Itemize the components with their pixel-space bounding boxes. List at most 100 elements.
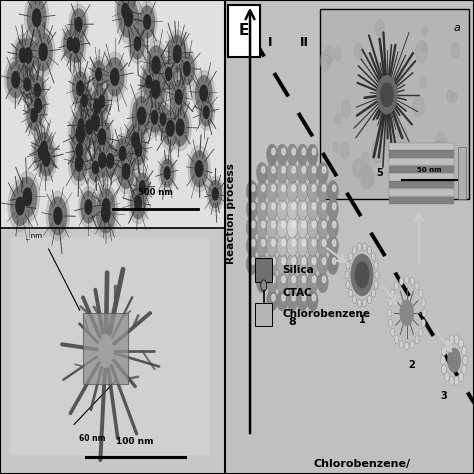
Circle shape: [136, 173, 149, 201]
Circle shape: [322, 258, 326, 264]
Circle shape: [322, 185, 326, 191]
Circle shape: [71, 146, 87, 181]
Circle shape: [20, 70, 34, 99]
Circle shape: [71, 9, 86, 40]
Circle shape: [200, 85, 208, 101]
Circle shape: [442, 365, 447, 374]
Circle shape: [135, 196, 142, 210]
Circle shape: [143, 64, 168, 115]
Circle shape: [78, 119, 84, 131]
Bar: [319, 9, 469, 199]
Circle shape: [65, 24, 86, 67]
Circle shape: [188, 146, 210, 192]
Circle shape: [287, 236, 298, 256]
Circle shape: [122, 3, 129, 18]
Circle shape: [101, 204, 110, 222]
Circle shape: [30, 90, 46, 121]
Circle shape: [322, 221, 326, 228]
Bar: [389, 181, 454, 189]
Circle shape: [399, 277, 403, 285]
Circle shape: [133, 97, 151, 135]
Circle shape: [110, 68, 119, 85]
Circle shape: [18, 177, 36, 217]
Circle shape: [282, 294, 285, 301]
Circle shape: [119, 146, 126, 160]
Circle shape: [449, 335, 454, 344]
Circle shape: [297, 199, 308, 220]
Circle shape: [459, 339, 464, 348]
Circle shape: [16, 197, 24, 215]
Circle shape: [312, 221, 316, 228]
Circle shape: [277, 217, 288, 238]
Circle shape: [256, 254, 267, 274]
Circle shape: [85, 200, 92, 214]
Circle shape: [328, 217, 338, 238]
Circle shape: [312, 185, 316, 191]
Circle shape: [422, 26, 428, 36]
Circle shape: [256, 199, 267, 220]
Circle shape: [371, 253, 375, 261]
Circle shape: [159, 155, 175, 191]
Circle shape: [371, 289, 375, 297]
Circle shape: [169, 38, 185, 72]
Circle shape: [135, 143, 142, 156]
Circle shape: [262, 185, 265, 191]
Circle shape: [203, 106, 209, 118]
Circle shape: [266, 217, 278, 238]
Circle shape: [130, 28, 145, 59]
Text: CTAC: CTAC: [283, 288, 312, 298]
Circle shape: [272, 203, 275, 210]
Circle shape: [302, 258, 306, 264]
Circle shape: [73, 72, 88, 104]
Circle shape: [73, 107, 90, 143]
Circle shape: [93, 84, 110, 119]
Circle shape: [277, 144, 288, 165]
Circle shape: [277, 272, 288, 292]
Circle shape: [363, 243, 367, 251]
Circle shape: [317, 272, 328, 292]
Circle shape: [36, 136, 57, 181]
Circle shape: [134, 169, 151, 205]
Circle shape: [312, 203, 316, 210]
Text: Chlorobenzene/: Chlorobenzene/: [313, 459, 410, 469]
Circle shape: [262, 258, 265, 264]
Circle shape: [282, 185, 285, 191]
Circle shape: [297, 290, 308, 311]
Circle shape: [68, 141, 90, 186]
Bar: [255, 303, 273, 326]
Circle shape: [70, 130, 89, 170]
Circle shape: [340, 143, 349, 159]
Circle shape: [419, 328, 423, 337]
Circle shape: [34, 83, 40, 97]
Circle shape: [130, 91, 154, 141]
Circle shape: [445, 372, 449, 382]
Circle shape: [15, 172, 39, 222]
Circle shape: [92, 139, 112, 182]
Circle shape: [207, 176, 224, 211]
Circle shape: [448, 348, 460, 372]
Circle shape: [287, 254, 298, 274]
Circle shape: [128, 24, 147, 64]
Circle shape: [435, 140, 445, 158]
Circle shape: [335, 47, 341, 60]
Circle shape: [7, 62, 24, 98]
Circle shape: [292, 203, 295, 210]
Circle shape: [317, 181, 328, 201]
Text: 60 nm: 60 nm: [79, 434, 105, 443]
Circle shape: [272, 166, 275, 173]
Circle shape: [399, 340, 403, 348]
Circle shape: [335, 113, 341, 124]
Circle shape: [19, 48, 27, 63]
Circle shape: [302, 294, 306, 301]
Circle shape: [81, 191, 96, 223]
Circle shape: [371, 94, 383, 117]
Circle shape: [282, 239, 285, 246]
Circle shape: [157, 106, 169, 133]
Circle shape: [287, 272, 298, 292]
Circle shape: [115, 138, 130, 168]
Circle shape: [155, 102, 171, 137]
Circle shape: [68, 29, 84, 62]
Circle shape: [415, 336, 419, 344]
Circle shape: [161, 159, 173, 187]
Circle shape: [102, 199, 110, 214]
